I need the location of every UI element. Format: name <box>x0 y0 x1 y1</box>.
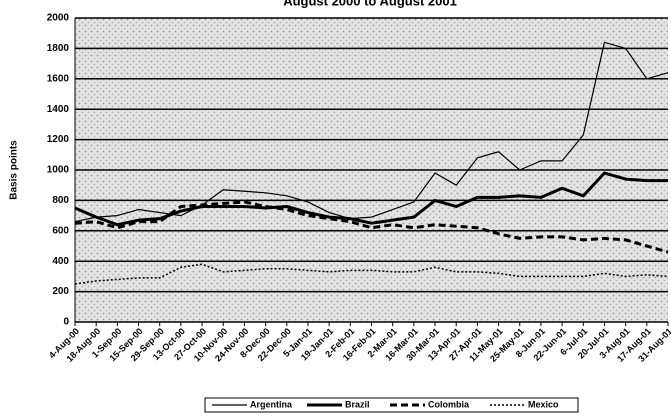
y-tick-label: 1800 <box>47 43 70 54</box>
legend-label: Mexico <box>528 399 559 409</box>
y-tick-label: 1000 <box>47 165 70 176</box>
legend-label: Colombia <box>428 399 470 409</box>
y-tick-label: 1400 <box>47 104 70 115</box>
series-line <box>74 263 669 285</box>
y-tick-label: 400 <box>52 256 69 267</box>
legend-label: Argentina <box>250 399 293 409</box>
legend-label: Brazil <box>345 399 370 409</box>
y-tick-label: 600 <box>52 225 69 236</box>
y-tick-label: 2000 <box>47 13 70 24</box>
y-tick-label: 200 <box>52 286 69 297</box>
chart-title: August 2000 to August 2001 <box>283 0 457 8</box>
y-tick-label: 1200 <box>47 134 70 145</box>
y-tick-label: 1600 <box>47 73 70 84</box>
y-tick-label: 800 <box>52 195 69 206</box>
y-tick-label: 0 <box>63 317 69 328</box>
y-axis-label: Basis points <box>9 140 20 200</box>
series-line <box>74 200 669 254</box>
series-line <box>74 171 668 227</box>
